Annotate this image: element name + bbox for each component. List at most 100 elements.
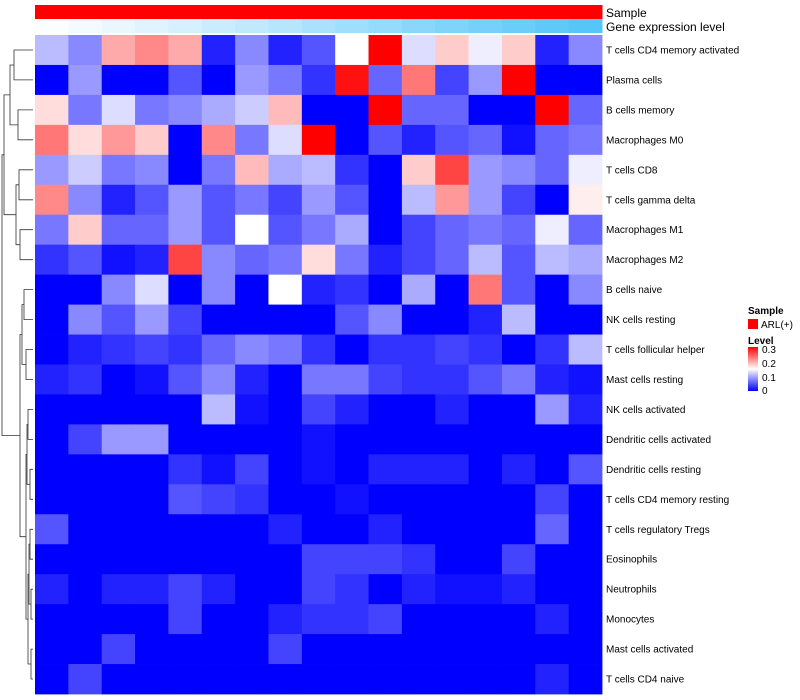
heatmap-cell [468, 304, 503, 335]
heatmap-cell [168, 124, 203, 156]
heatmap-cell [501, 124, 536, 156]
heatmap-cell [168, 454, 203, 485]
heatmap-cell [135, 424, 169, 455]
heatmap-cell [568, 454, 603, 485]
heatmap-cell [501, 334, 536, 365]
heatmap-cell [368, 424, 403, 455]
heatmap-cell [135, 94, 169, 126]
heatmap-cell [168, 484, 203, 515]
heatmap-cell [101, 424, 136, 455]
heatmap-cell [35, 274, 69, 305]
heatmap-cell [301, 604, 336, 635]
heatmap-cell [101, 214, 136, 246]
heatmap-cell [435, 64, 469, 96]
heatmap-cell [101, 574, 136, 605]
heatmap-cell [135, 334, 169, 365]
heatmap-cell [335, 304, 369, 335]
heatmap-cell [368, 604, 403, 635]
heatmap-cell [68, 484, 103, 515]
heatmap-cell [268, 334, 303, 365]
heatmap-cell [535, 454, 570, 485]
heatmap-cell [168, 394, 203, 425]
heatmap-cell [268, 94, 303, 126]
heatmap-cell [335, 214, 369, 246]
heatmap-cell [68, 544, 103, 575]
dendrogram-branch [30, 588, 33, 620]
heatmap-cell [568, 274, 603, 305]
heatmap-cell [335, 484, 369, 515]
gene-expression-annotation-cell [201, 19, 236, 33]
heatmap-cell [168, 514, 203, 545]
heatmap-cell [368, 94, 403, 126]
heatmap-cell [401, 334, 436, 365]
heatmap-cell [501, 244, 536, 276]
sample-annotation-cell [201, 5, 236, 19]
heatmap-cell [35, 334, 69, 365]
heatmap-cell [235, 394, 269, 425]
heatmap-cell [301, 574, 336, 605]
heatmap-cell [501, 364, 536, 395]
heatmap-cell [235, 274, 269, 305]
heatmap-cell [301, 184, 336, 216]
heatmap-cell [35, 484, 69, 515]
heatmap-cell [268, 304, 303, 335]
dendrogram-branch [15, 184, 20, 246]
heatmap-cell [401, 304, 436, 335]
row-label: B cells naive [606, 285, 663, 296]
heatmap-cell [301, 304, 336, 335]
heatmap-cell [268, 574, 303, 605]
heatmap-cell [501, 214, 536, 246]
dendrogram-branch [18, 169, 33, 201]
dendrogram-branch [25, 349, 33, 380]
heatmap-cell [135, 64, 169, 96]
heatmap-cell [501, 634, 536, 665]
heatmap-cell [368, 214, 403, 246]
heatmap-cell [335, 274, 369, 305]
heatmap-cell [568, 574, 603, 605]
heatmap-cell [168, 304, 203, 335]
heatmap-cell [35, 604, 69, 635]
heatmap-cell [401, 544, 436, 575]
gene-expression-annotation-cell [135, 19, 169, 33]
heatmap-cell [435, 514, 469, 545]
heatmap-cell [335, 124, 369, 156]
row-label: Dendritic cells resting [606, 465, 701, 476]
heatmap-cell [568, 214, 603, 246]
heatmap-cell [68, 454, 103, 485]
heatmap-cell [135, 664, 169, 695]
heatmap-cell [101, 154, 136, 186]
heatmap-cell [401, 454, 436, 485]
heatmap-cell [168, 604, 203, 635]
heatmap-cell [568, 64, 603, 96]
heatmap-cell [468, 454, 503, 485]
sample-annotation-cell [468, 5, 503, 19]
dendrogram-branch [29, 528, 33, 560]
heatmap-cell [301, 364, 336, 395]
heatmap-cell [135, 544, 169, 575]
heatmap-cell [168, 574, 203, 605]
heatmap-cell [335, 35, 369, 66]
heatmap-cell [401, 574, 436, 605]
row-label: T cells regulatory Tregs [606, 525, 710, 536]
heatmap-cell [268, 124, 303, 156]
sample-annotation-cell [401, 5, 436, 19]
heatmap-cell [35, 64, 69, 96]
heatmap-cell [435, 424, 469, 455]
heatmap-cell [235, 154, 269, 186]
heatmap-cell [201, 94, 236, 126]
gene-expression-annotation-cell [568, 19, 603, 33]
heatmap-cell [268, 604, 303, 635]
heatmap-cell [235, 334, 269, 365]
heatmap-cell [101, 484, 136, 515]
heatmap-cell [335, 94, 369, 126]
heatmap-cell [368, 244, 403, 276]
heatmap-cell [168, 244, 203, 276]
heatmap-cell [568, 484, 603, 515]
heatmap-cell [435, 544, 469, 575]
row-label: Macrophages M2 [606, 255, 684, 266]
heatmap-cell [401, 184, 436, 216]
heatmap-cell [501, 424, 536, 455]
heatmap-cell [135, 364, 169, 395]
heatmap-cell [101, 544, 136, 575]
